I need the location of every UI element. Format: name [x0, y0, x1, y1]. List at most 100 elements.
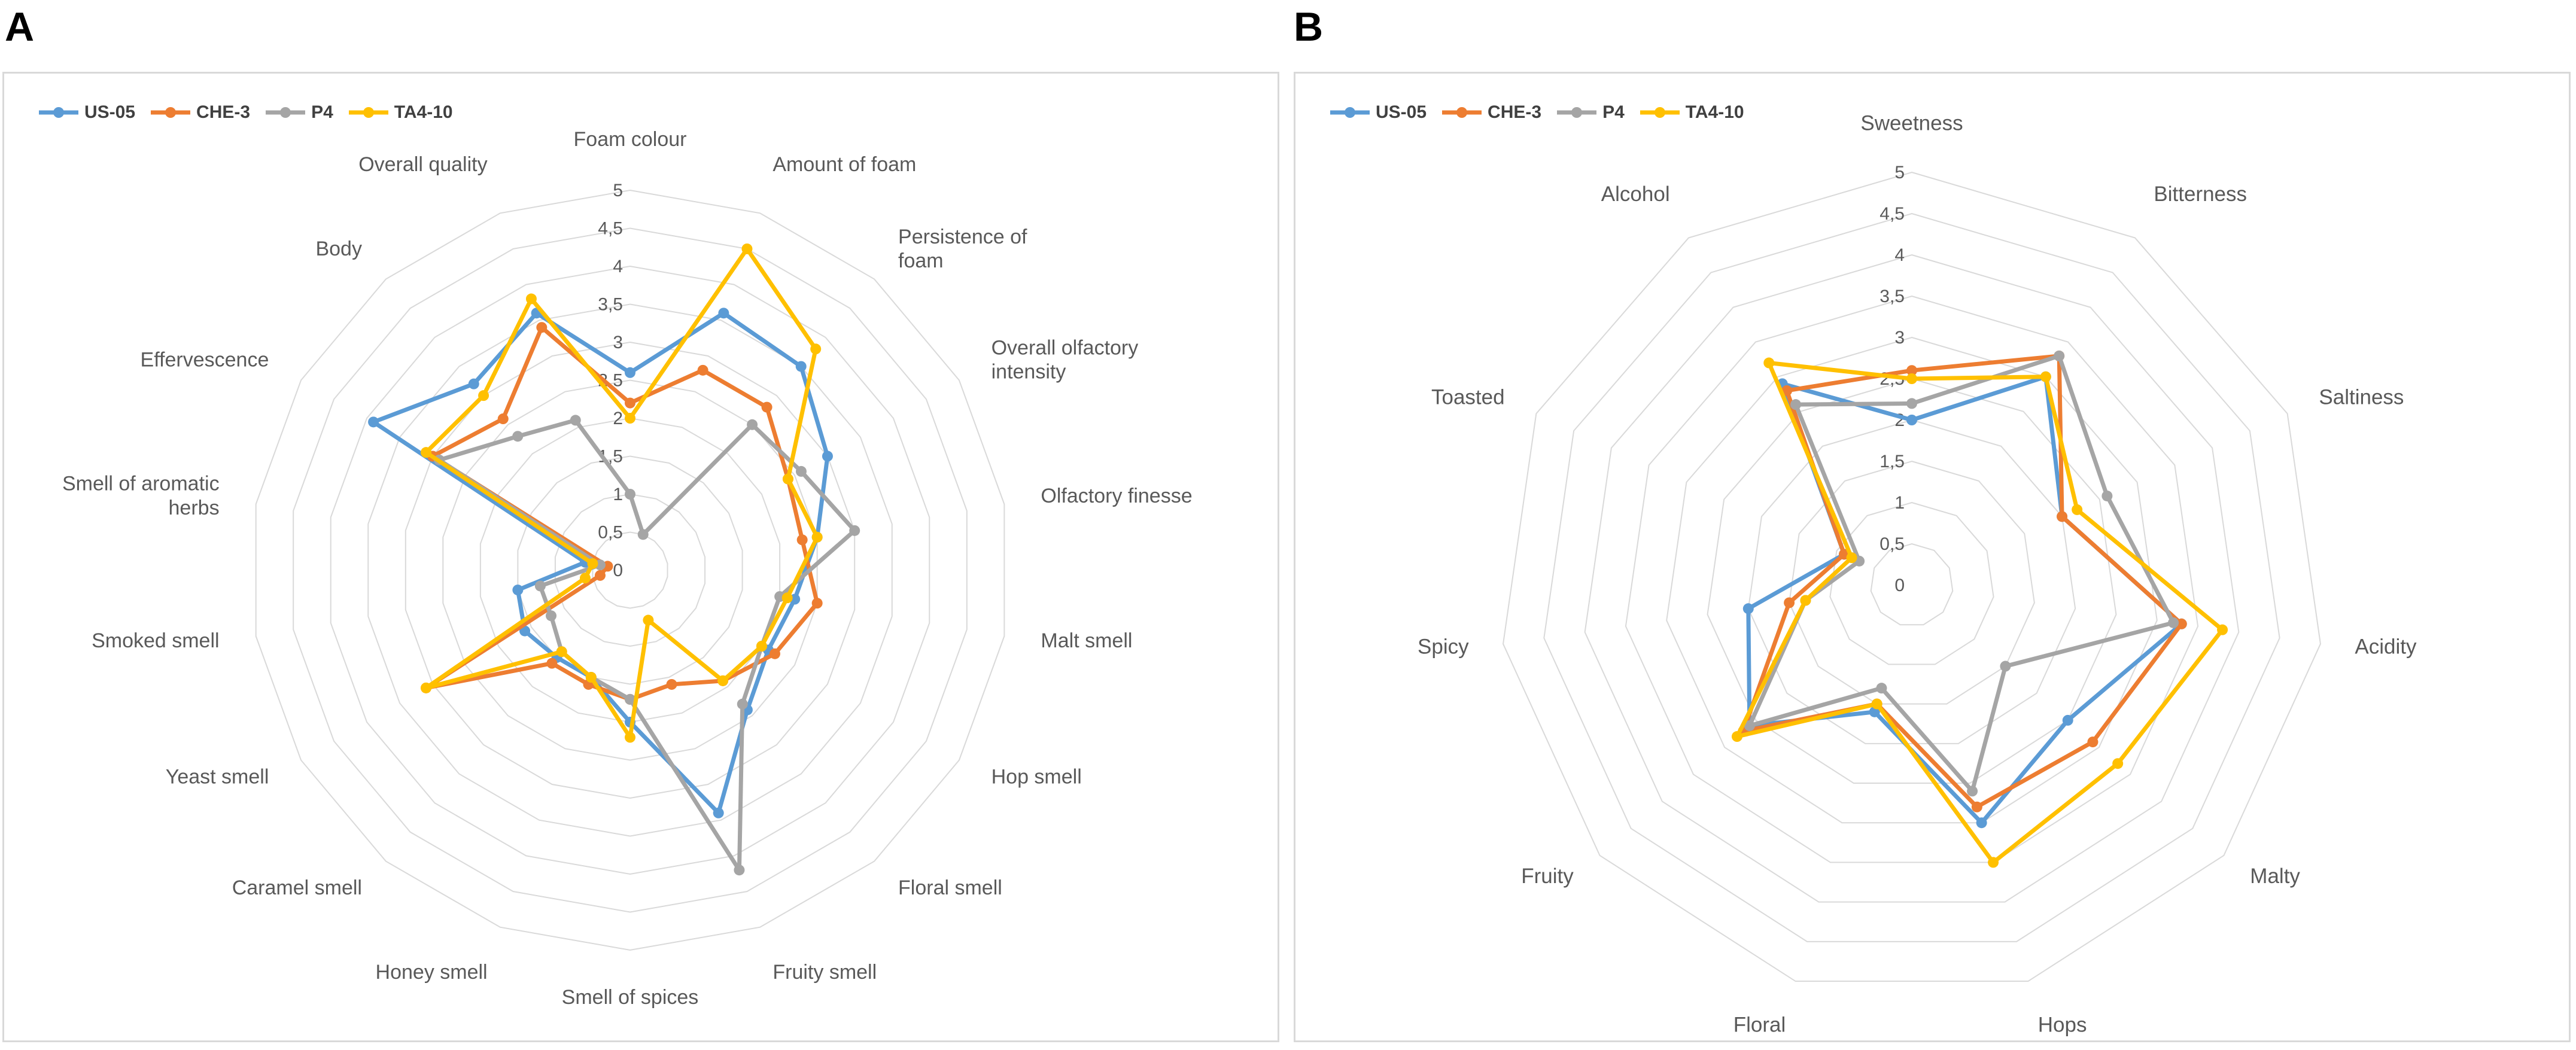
grid-ring	[592, 531, 668, 609]
scale-tick-label: 3,5	[1879, 287, 1905, 306]
category-label-malty: Malty	[2250, 865, 2300, 888]
scale-tick-label: 0,5	[598, 523, 623, 543]
legend-item-che-3: CHE-3	[1441, 102, 1541, 123]
data-point-che-3-malt-smell	[811, 598, 823, 609]
data-point-p4-smell-of-spices	[625, 693, 635, 705]
data-point-p4-foam-colour	[625, 489, 635, 500]
grid-ring	[1829, 501, 1994, 665]
scale-tick-label: 0	[1894, 576, 1905, 595]
data-point-ta4-10-spicy	[1800, 595, 1811, 606]
category-label-foam-colour: Foam colour	[574, 128, 687, 151]
data-point-p4-persistence-of-foam	[747, 419, 758, 430]
category-label-fruity-smell: Fruity smell	[773, 961, 877, 984]
scale-tick-label: 1,5	[1879, 452, 1905, 471]
grid-ring	[330, 265, 930, 875]
data-point-ta4-10-fruity-smell	[643, 614, 654, 626]
series-line-che-3	[1741, 354, 2184, 809]
data-point-che-3-amount-of-foam	[697, 364, 708, 376]
data-point-ta4-10-yeast-smell	[421, 682, 432, 693]
data-point-p4-fruity	[1744, 720, 1755, 731]
category-label-hop-smell: Hop smell	[992, 765, 1082, 788]
data-point-che-3-spicy	[1784, 597, 1795, 608]
legend-swatch-icon	[1442, 107, 1482, 118]
legend-label: CHE-3	[196, 102, 251, 122]
radar-grid	[255, 189, 1005, 951]
category-label-yeast-smell: Yeast smell	[166, 765, 269, 788]
category-label-hops: Hops	[2038, 1013, 2087, 1036]
scale-tick-label: 3	[1894, 328, 1905, 348]
category-label-smell-of-spices: Smell of spices	[562, 986, 699, 1009]
legend-label: CHE-3	[1488, 102, 1542, 122]
category-label-floral-smell: Floral smell	[898, 876, 1002, 899]
grid-ring	[1666, 336, 2158, 824]
legend-item-ta4-10: TA4-10	[348, 102, 453, 123]
series-ta4-10	[421, 243, 823, 743]
data-point-ta4-10-effervescence	[421, 447, 432, 458]
data-point-us-05-overall-olfactory-intensity	[822, 451, 833, 462]
data-point-ta4-10-malt-smell	[781, 592, 793, 604]
data-point-p4-alcohol	[1790, 399, 1802, 410]
data-point-che-3-persistence-of-foam	[761, 401, 773, 413]
data-point-ta4-10-toasted	[1846, 552, 1857, 564]
data-point-p4-hops	[1967, 786, 1978, 797]
category-label-persistence-of-foam: Persistence of foam	[898, 226, 1027, 272]
legend-item-ta4-10: TA4-10	[1639, 102, 1744, 123]
data-point-ta4-10-persistence-of-foam	[810, 343, 822, 355]
legend-a: US-05 CHE-3 P4 TA4-10	[38, 102, 453, 123]
legend-item-us-05: US-05	[1329, 102, 1427, 123]
scale-tick-label: 3,5	[598, 295, 623, 315]
data-point-us-05-malty	[2062, 714, 2073, 726]
panel-letter-b: B	[1294, 4, 1324, 50]
category-label-overall-quality: Overall quality	[358, 153, 487, 176]
data-point-ta4-10-foam-colour	[625, 413, 635, 424]
category-label-caramel-smell: Caramel smell	[232, 876, 362, 899]
category-label-spicy: Spicy	[1418, 635, 1469, 659]
data-point-p4-bitterness	[2054, 350, 2065, 361]
legend-item-che-3: CHE-3	[150, 102, 250, 123]
category-label-amount-of-foam: Amount of foam	[773, 153, 916, 176]
grid-ring	[255, 189, 1005, 951]
scale-tick-label: 2	[613, 409, 623, 428]
data-point-che-3-body	[497, 413, 509, 425]
category-label-olfactory-finesse: Olfactory finesse	[1041, 485, 1192, 507]
data-point-che-3-acidity	[2176, 618, 2187, 629]
legend-label: US-05	[1376, 102, 1427, 122]
data-point-che-3-olfactory-finesse	[796, 534, 808, 546]
scale-tick-label: 1	[1894, 493, 1905, 513]
data-point-ta4-10-alcohol	[1763, 357, 1775, 369]
grid-ring	[367, 303, 893, 837]
category-label-toasted: Toasted	[1431, 385, 1505, 409]
legend-label: TA4-10	[1685, 102, 1744, 122]
scale-tick-label: 2	[1894, 410, 1905, 430]
legend-label: P4	[1602, 102, 1625, 122]
category-label-acidity: Acidity	[2355, 635, 2417, 659]
scale-tick-label: 4,5	[1879, 204, 1905, 224]
data-point-p4-yeast-smell	[546, 610, 557, 622]
data-point-che-3-hops	[1971, 801, 1982, 812]
category-label-sweetness: Sweetness	[1860, 111, 1963, 135]
grid-ring	[1543, 212, 2280, 942]
data-point-us-05-smoked-smell	[512, 585, 524, 596]
scale-tick-label: 1	[613, 485, 623, 504]
data-point-p4-olfactory-finesse	[849, 525, 860, 536]
legend-item-p4: P4	[264, 102, 333, 123]
legend-swatch-icon	[151, 107, 191, 118]
chart-area-a: 0 0,5 1 1,5 2 2,5 3 3,5 4 4,5 5 Foam colour Amount o…	[2, 72, 1279, 1042]
category-label-malt-smell: Malt smell	[1041, 629, 1132, 652]
legend-swatch-icon	[1557, 107, 1597, 118]
scale-tick-label: 4	[613, 257, 623, 276]
category-label-saltiness: Saltiness	[2319, 385, 2404, 409]
series-che-3	[1738, 350, 2187, 812]
legend-b: US-05 CHE-3 P4 TA4-10	[1329, 102, 1744, 123]
category-label-honey-smell: Honey smell	[376, 961, 488, 984]
data-point-us-05-foam-colour	[625, 367, 635, 378]
grid-ring	[1707, 378, 2117, 784]
category-label-fruity: Fruity	[1521, 865, 1574, 888]
data-point-ta4-10-hop-smell	[756, 641, 767, 652]
category-label-effervescence: Effervescence	[141, 348, 269, 371]
category-label-overall-olfactory-intensity: Overall olfactory intensity	[992, 336, 1139, 383]
scale-tick-label: 4,5	[598, 219, 623, 239]
scale-tick-label: 3	[613, 333, 623, 352]
chart-area-b: 0 0,5 1 1,5 2 2,5 3 3,5 4 4,5 5 Sweetness Bitterness…	[1294, 72, 2571, 1042]
